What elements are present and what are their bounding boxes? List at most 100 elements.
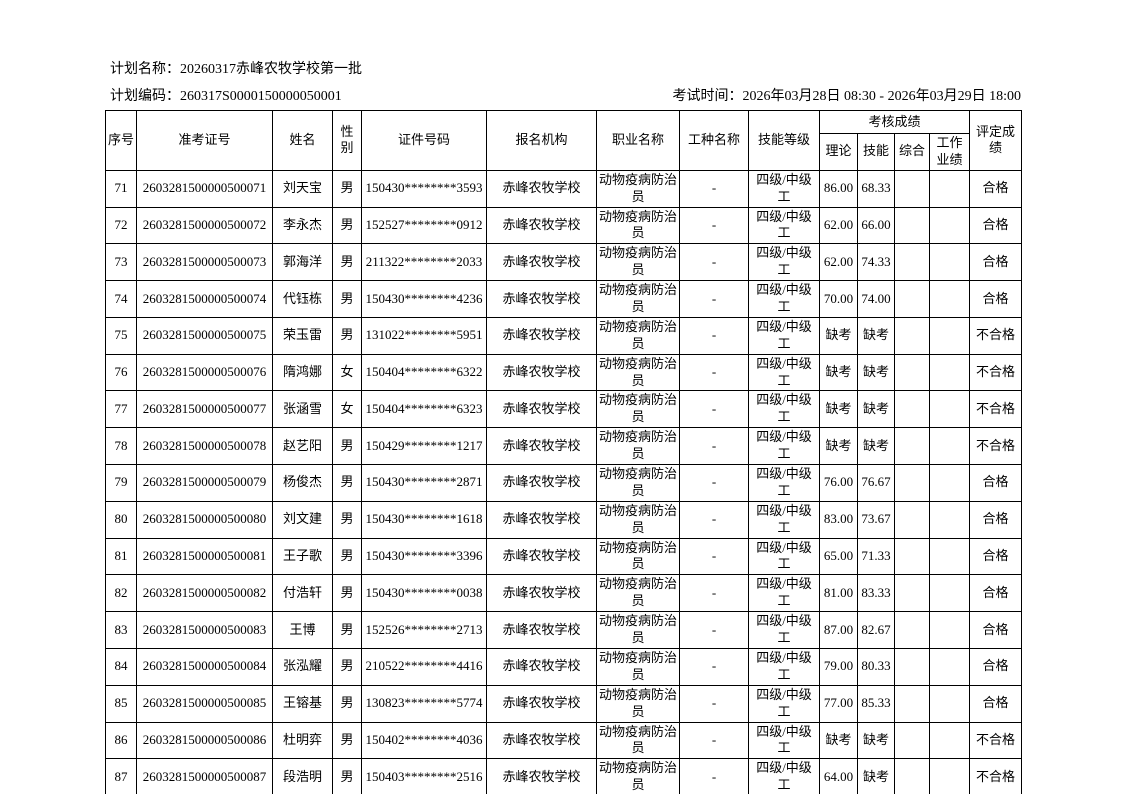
cell-ticket: 2603281500000500071 bbox=[136, 169, 273, 208]
cell-skill-level: 四级/中级工 bbox=[748, 243, 820, 282]
cell-occupation: 动物疫病防治员 bbox=[596, 280, 680, 318]
cell-theory: 缺考 bbox=[819, 390, 858, 429]
cell-org: 赤峰农牧学校 bbox=[486, 169, 597, 208]
cell-name: 郭海洋 bbox=[272, 243, 333, 282]
cell-ticket: 2603281500000500079 bbox=[136, 464, 273, 502]
results-table-body: 71 2603281500000500071 刘天宝男 150430********3… bbox=[105, 169, 1023, 794]
cell-id-number: 150430********3593 bbox=[361, 169, 487, 208]
cell-skill: 74.33 bbox=[857, 243, 895, 282]
header-score-group: 考核成绩 bbox=[818, 110, 971, 134]
cell-seq: 87 bbox=[105, 758, 137, 794]
cell-result: 合格 bbox=[969, 574, 1023, 613]
cell-ticket: 2603281500000500083 bbox=[136, 611, 273, 649]
exam-time-label: 考试时间： bbox=[672, 89, 743, 104]
table-row: 74 2603281500000500074 代钰栋男 150430********4… bbox=[105, 280, 1023, 318]
header-skill-level: 技能等级 bbox=[748, 110, 820, 171]
exam-results-table: 序号 准考证号 姓名 性别 证件号码 报名机构 职业名称 工种名称 技能等级 考… bbox=[105, 110, 1023, 794]
table-header: 序号 准考证号 姓名 性别 证件号码 报名机构 职业名称 工种名称 技能等级 考… bbox=[105, 110, 1023, 171]
table-row: 76 2603281500000500076 隋鸿娜女 150404********6… bbox=[105, 353, 1023, 392]
cell-gender: 女 bbox=[332, 390, 362, 429]
cell-org: 赤峰农牧学校 bbox=[486, 721, 597, 760]
cell-ticket: 2603281500000500076 bbox=[136, 353, 273, 392]
cell-gender: 男 bbox=[332, 280, 362, 318]
cell-occupation: 动物疫病防治员 bbox=[596, 206, 680, 245]
cell-ticket: 2603281500000500077 bbox=[136, 390, 273, 429]
cell-name: 荣玉雷 bbox=[272, 316, 333, 355]
plan-name-value: 20260317赤峰农牧学校第一批 bbox=[180, 62, 362, 77]
cell-name: 刘文建 bbox=[272, 500, 333, 539]
cell-result: 合格 bbox=[969, 243, 1023, 282]
cell-skill-level: 四级/中级工 bbox=[748, 169, 820, 208]
cell-id-number: 210522********4416 bbox=[361, 647, 487, 686]
cell-comprehensive bbox=[894, 500, 930, 539]
cell-skill: 66.00 bbox=[857, 206, 895, 245]
cell-job-type: - bbox=[679, 206, 749, 245]
cell-occupation: 动物疫病防治员 bbox=[596, 611, 680, 649]
cell-gender: 男 bbox=[332, 611, 362, 649]
cell-occupation: 动物疫病防治员 bbox=[596, 169, 680, 208]
cell-work bbox=[928, 574, 971, 613]
table-row: 77 2603281500000500077 张涵雪女 150404********6… bbox=[105, 390, 1023, 429]
cell-skill: 缺考 bbox=[857, 721, 895, 760]
cell-ticket: 2603281500000500075 bbox=[136, 316, 273, 355]
cell-theory: 70.00 bbox=[819, 280, 858, 318]
cell-seq: 84 bbox=[105, 647, 137, 686]
cell-theory: 86.00 bbox=[819, 169, 858, 208]
cell-org: 赤峰农牧学校 bbox=[486, 206, 597, 245]
cell-gender: 男 bbox=[332, 537, 362, 576]
table-row: 73 2603281500000500073 郭海洋男 211322********2… bbox=[105, 243, 1023, 282]
cell-seq: 83 bbox=[105, 611, 137, 649]
cell-result: 合格 bbox=[969, 611, 1023, 649]
cell-ticket: 2603281500000500086 bbox=[136, 721, 273, 760]
table-row: 71 2603281500000500071 刘天宝男 150430********3… bbox=[105, 169, 1023, 208]
cell-skill-level: 四级/中级工 bbox=[748, 316, 820, 355]
cell-name: 代钰栋 bbox=[272, 280, 333, 318]
cell-job-type: - bbox=[679, 353, 749, 392]
cell-theory: 62.00 bbox=[819, 206, 858, 245]
cell-ticket: 2603281500000500074 bbox=[136, 280, 273, 318]
cell-ticket: 2603281500000500084 bbox=[136, 647, 273, 686]
cell-occupation: 动物疫病防治员 bbox=[596, 647, 680, 686]
cell-ticket: 2603281500000500081 bbox=[136, 537, 273, 576]
cell-skill-level: 四级/中级工 bbox=[748, 353, 820, 392]
table-row: 82 2603281500000500082 付浩轩男 150430********0… bbox=[105, 574, 1023, 613]
cell-org: 赤峰农牧学校 bbox=[486, 353, 597, 392]
cell-org: 赤峰农牧学校 bbox=[486, 464, 597, 502]
cell-name: 张泓耀 bbox=[272, 647, 333, 686]
cell-job-type: - bbox=[679, 280, 749, 318]
table-row: 86 2603281500000500086 杜明弈男 150402********4… bbox=[105, 721, 1023, 760]
cell-work bbox=[928, 390, 971, 429]
cell-id-number: 131022********5951 bbox=[361, 316, 487, 355]
cell-name: 隋鸿娜 bbox=[272, 353, 333, 392]
cell-job-type: - bbox=[679, 758, 749, 794]
cell-job-type: - bbox=[679, 647, 749, 686]
cell-result: 合格 bbox=[969, 684, 1023, 723]
cell-org: 赤峰农牧学校 bbox=[486, 243, 597, 282]
cell-work bbox=[928, 169, 971, 208]
cell-comprehensive bbox=[894, 721, 930, 760]
cell-comprehensive bbox=[894, 758, 930, 794]
cell-comprehensive bbox=[894, 647, 930, 686]
cell-id-number: 130823********5774 bbox=[361, 684, 487, 723]
cell-work bbox=[928, 721, 971, 760]
cell-gender: 男 bbox=[332, 206, 362, 245]
table-row: 87 2603281500000500087 段浩明男 150403********2… bbox=[105, 758, 1023, 794]
cell-org: 赤峰农牧学校 bbox=[486, 390, 597, 429]
cell-skill: 76.67 bbox=[857, 464, 895, 502]
cell-result: 合格 bbox=[969, 464, 1023, 502]
cell-seq: 85 bbox=[105, 684, 137, 723]
cell-skill: 71.33 bbox=[857, 537, 895, 576]
cell-name: 王博 bbox=[272, 611, 333, 649]
table-row: 78 2603281500000500078 赵艺阳男 150429********1… bbox=[105, 427, 1023, 466]
cell-occupation: 动物疫病防治员 bbox=[596, 427, 680, 466]
cell-ticket: 2603281500000500078 bbox=[136, 427, 273, 466]
cell-skill: 80.33 bbox=[857, 647, 895, 686]
cell-theory: 缺考 bbox=[819, 427, 858, 466]
cell-id-number: 150430********0038 bbox=[361, 574, 487, 613]
cell-result: 不合格 bbox=[969, 390, 1023, 429]
cell-gender: 男 bbox=[332, 721, 362, 760]
cell-job-type: - bbox=[679, 574, 749, 613]
cell-work bbox=[928, 647, 971, 686]
cell-result: 合格 bbox=[969, 647, 1023, 686]
